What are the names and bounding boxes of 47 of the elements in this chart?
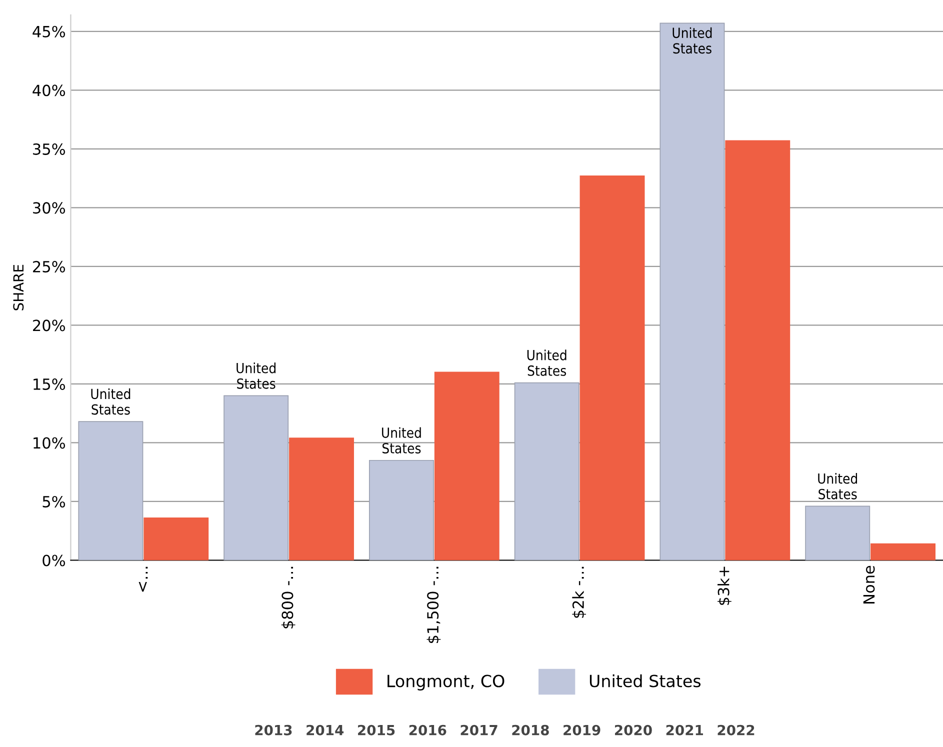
bar — [224, 395, 289, 560]
x-tick-label: None — [863, 566, 875, 604]
bar — [660, 22, 725, 560]
bar — [805, 506, 870, 560]
bar — [725, 140, 790, 560]
y-tick-label: 20% — [33, 320, 66, 332]
bar — [78, 421, 144, 560]
bar — [434, 372, 500, 560]
text: 2017 — [460, 724, 498, 736]
x-tick-label: $2k -… — [572, 566, 586, 618]
bar — [144, 518, 209, 560]
annotation: United States — [236, 362, 276, 389]
x-tick-label: $3k+ — [718, 566, 732, 605]
bar — [870, 543, 936, 560]
bar — [289, 438, 354, 560]
x-tick-label: $1,500 -… — [426, 566, 441, 643]
annotation: United States — [672, 27, 712, 54]
text: 2022 — [718, 724, 754, 736]
x-tick-label: <… — [138, 566, 148, 592]
y-tick-label: 10% — [34, 437, 66, 449]
y-tick-label: 15% — [34, 378, 66, 390]
text: 2020 — [614, 724, 652, 736]
y-tick-label: 40% — [32, 84, 66, 96]
legend-label: Longmont, CO — [388, 674, 504, 691]
text: 2019 — [564, 724, 600, 736]
legend-label: United States — [590, 674, 701, 688]
y-tick-label: 35% — [33, 143, 66, 155]
text: 2013 — [255, 724, 292, 736]
text: 2021 — [666, 724, 703, 736]
y-tick-label: 30% — [33, 202, 66, 214]
bar — [368, 460, 434, 560]
bar — [514, 382, 580, 560]
text: 2016 — [409, 724, 446, 736]
annotation: United States — [382, 427, 421, 454]
annotation: United States — [527, 350, 566, 376]
bar — [580, 176, 645, 560]
y-axis-title: SHARE — [13, 264, 24, 310]
text: 2018 — [512, 724, 549, 736]
annotation: United States — [91, 388, 130, 415]
text: 2014 — [306, 724, 344, 736]
y-tick-label: 25% — [33, 260, 66, 272]
y-tick-label: 45% — [32, 26, 66, 38]
annotation: United States — [818, 473, 857, 500]
y-tick-label: 5% — [42, 496, 66, 508]
text: 2015 — [358, 724, 395, 736]
x-tick-label: $800 -… — [281, 566, 296, 628]
y-tick-label: 0% — [42, 554, 66, 566]
